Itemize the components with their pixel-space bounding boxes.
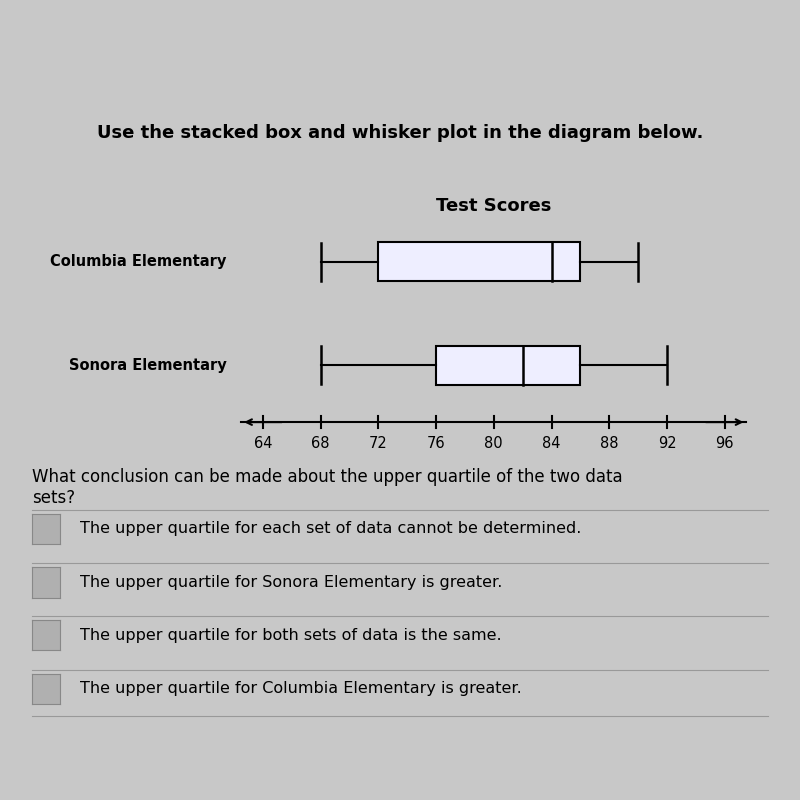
Text: 64: 64 xyxy=(254,435,272,450)
Text: 92: 92 xyxy=(658,435,676,450)
Text: 84: 84 xyxy=(542,435,561,450)
Text: 76: 76 xyxy=(426,435,446,450)
Text: 80: 80 xyxy=(485,435,503,450)
Text: 88: 88 xyxy=(600,435,618,450)
Text: Sonora Elementary: Sonora Elementary xyxy=(69,358,227,373)
Text: The upper quartile for Sonora Elementary is greater.: The upper quartile for Sonora Elementary… xyxy=(80,575,502,590)
Text: The upper quartile for both sets of data is the same.: The upper quartile for both sets of data… xyxy=(80,628,502,642)
Text: 96: 96 xyxy=(715,435,734,450)
Text: Columbia Elementary: Columbia Elementary xyxy=(50,254,227,269)
Bar xyxy=(378,242,580,282)
Text: The upper quartile for each set of data cannot be determined.: The upper quartile for each set of data … xyxy=(80,522,582,536)
Text: 68: 68 xyxy=(311,435,330,450)
Bar xyxy=(436,346,580,385)
Text: 72: 72 xyxy=(369,435,388,450)
Text: Use the stacked box and whisker plot in the diagram below.: Use the stacked box and whisker plot in … xyxy=(97,124,703,142)
Text: The upper quartile for Columbia Elementary is greater.: The upper quartile for Columbia Elementa… xyxy=(80,682,522,696)
Text: What conclusion can be made about the upper quartile of the two data
sets?: What conclusion can be made about the up… xyxy=(32,468,622,507)
Text: Test Scores: Test Scores xyxy=(436,198,551,215)
